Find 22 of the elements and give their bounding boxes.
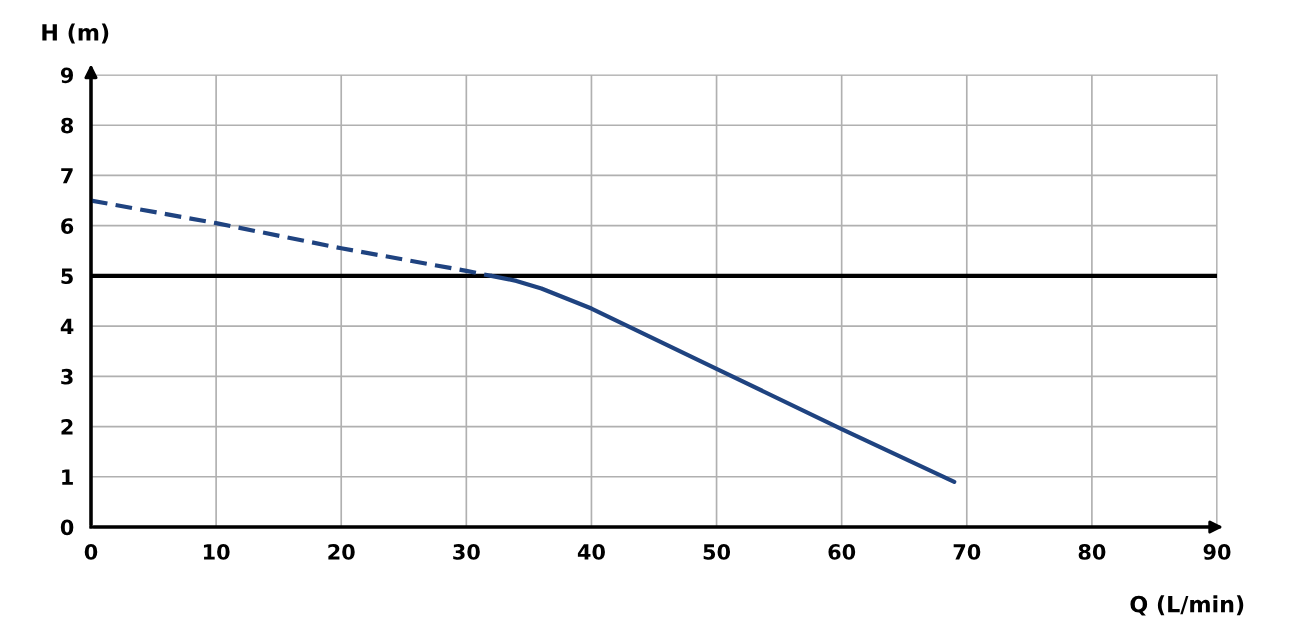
y-tick-label: 4 — [60, 318, 74, 335]
x-tick-label: 80 — [1078, 544, 1106, 560]
x-tick-label: 30 — [453, 544, 480, 560]
x-tick-label: 20 — [328, 544, 355, 560]
y-tick-label: 1 — [62, 469, 73, 485]
y-tick-label: 5 — [61, 268, 73, 285]
y-tick-label: 9 — [60, 67, 73, 84]
y-tick-label: 6 — [61, 218, 74, 234]
x-tick-label: 70 — [953, 544, 981, 560]
x-axis-title: Q (L/min) — [1130, 595, 1244, 616]
x-tick-label: 50 — [703, 544, 731, 560]
x-tick-label: 10 — [203, 544, 230, 560]
y-tick-label: 0 — [60, 519, 74, 536]
x-tick-label: 60 — [828, 544, 856, 560]
y-tick-label: 8 — [61, 117, 74, 134]
x-tick-label: 0 — [84, 544, 98, 560]
y-tick-label: 7 — [61, 168, 73, 184]
y-tick-label: 2 — [61, 419, 73, 435]
y-axis-title: H (m) — [42, 23, 109, 44]
x-tick-label: 40 — [577, 544, 605, 560]
x-tick-label: 90 — [1203, 544, 1231, 560]
y-tick-label: 3 — [61, 368, 73, 385]
